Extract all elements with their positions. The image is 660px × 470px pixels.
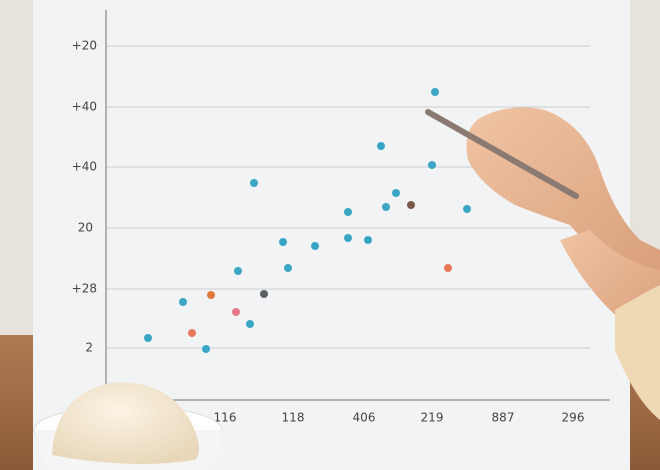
- x-label: 296: [562, 411, 585, 425]
- dot: [344, 208, 352, 216]
- dot: [260, 290, 268, 298]
- dot: [279, 238, 287, 246]
- dot: [344, 234, 352, 242]
- dot: [207, 291, 215, 299]
- dot: [428, 161, 436, 169]
- dot: [179, 298, 187, 306]
- y-label: +40: [72, 160, 97, 174]
- grid: [106, 45, 590, 349]
- dot: [202, 345, 210, 353]
- dot: [311, 242, 319, 250]
- sleeve: [615, 285, 660, 420]
- hand: [425, 107, 660, 420]
- y-label: +20: [72, 39, 97, 53]
- dots: [144, 88, 471, 353]
- dot: [364, 236, 372, 244]
- dot: [382, 203, 390, 211]
- scoop: [52, 382, 199, 464]
- dot: [377, 142, 385, 150]
- dot: [431, 88, 439, 96]
- y-label: +40: [72, 100, 97, 114]
- y-label: 2: [85, 341, 93, 355]
- dot: [463, 205, 471, 213]
- dot: [392, 189, 400, 197]
- dot: [444, 264, 452, 272]
- dot: [234, 267, 242, 275]
- pencil: [425, 109, 579, 199]
- dot: [284, 264, 292, 272]
- dot: [246, 320, 254, 328]
- dot: [250, 179, 258, 187]
- y-label: 20: [78, 221, 93, 235]
- x-label: 118: [282, 411, 305, 425]
- dot: [188, 329, 196, 337]
- ice-cream: [33, 382, 223, 470]
- x-label: 219: [421, 411, 444, 425]
- x-label: 406: [353, 411, 376, 425]
- x-label: 116: [214, 411, 237, 425]
- x-label: 887: [492, 411, 515, 425]
- dot: [407, 201, 415, 209]
- y-label: +28: [72, 282, 97, 296]
- dot: [144, 334, 152, 342]
- dot: [232, 308, 240, 316]
